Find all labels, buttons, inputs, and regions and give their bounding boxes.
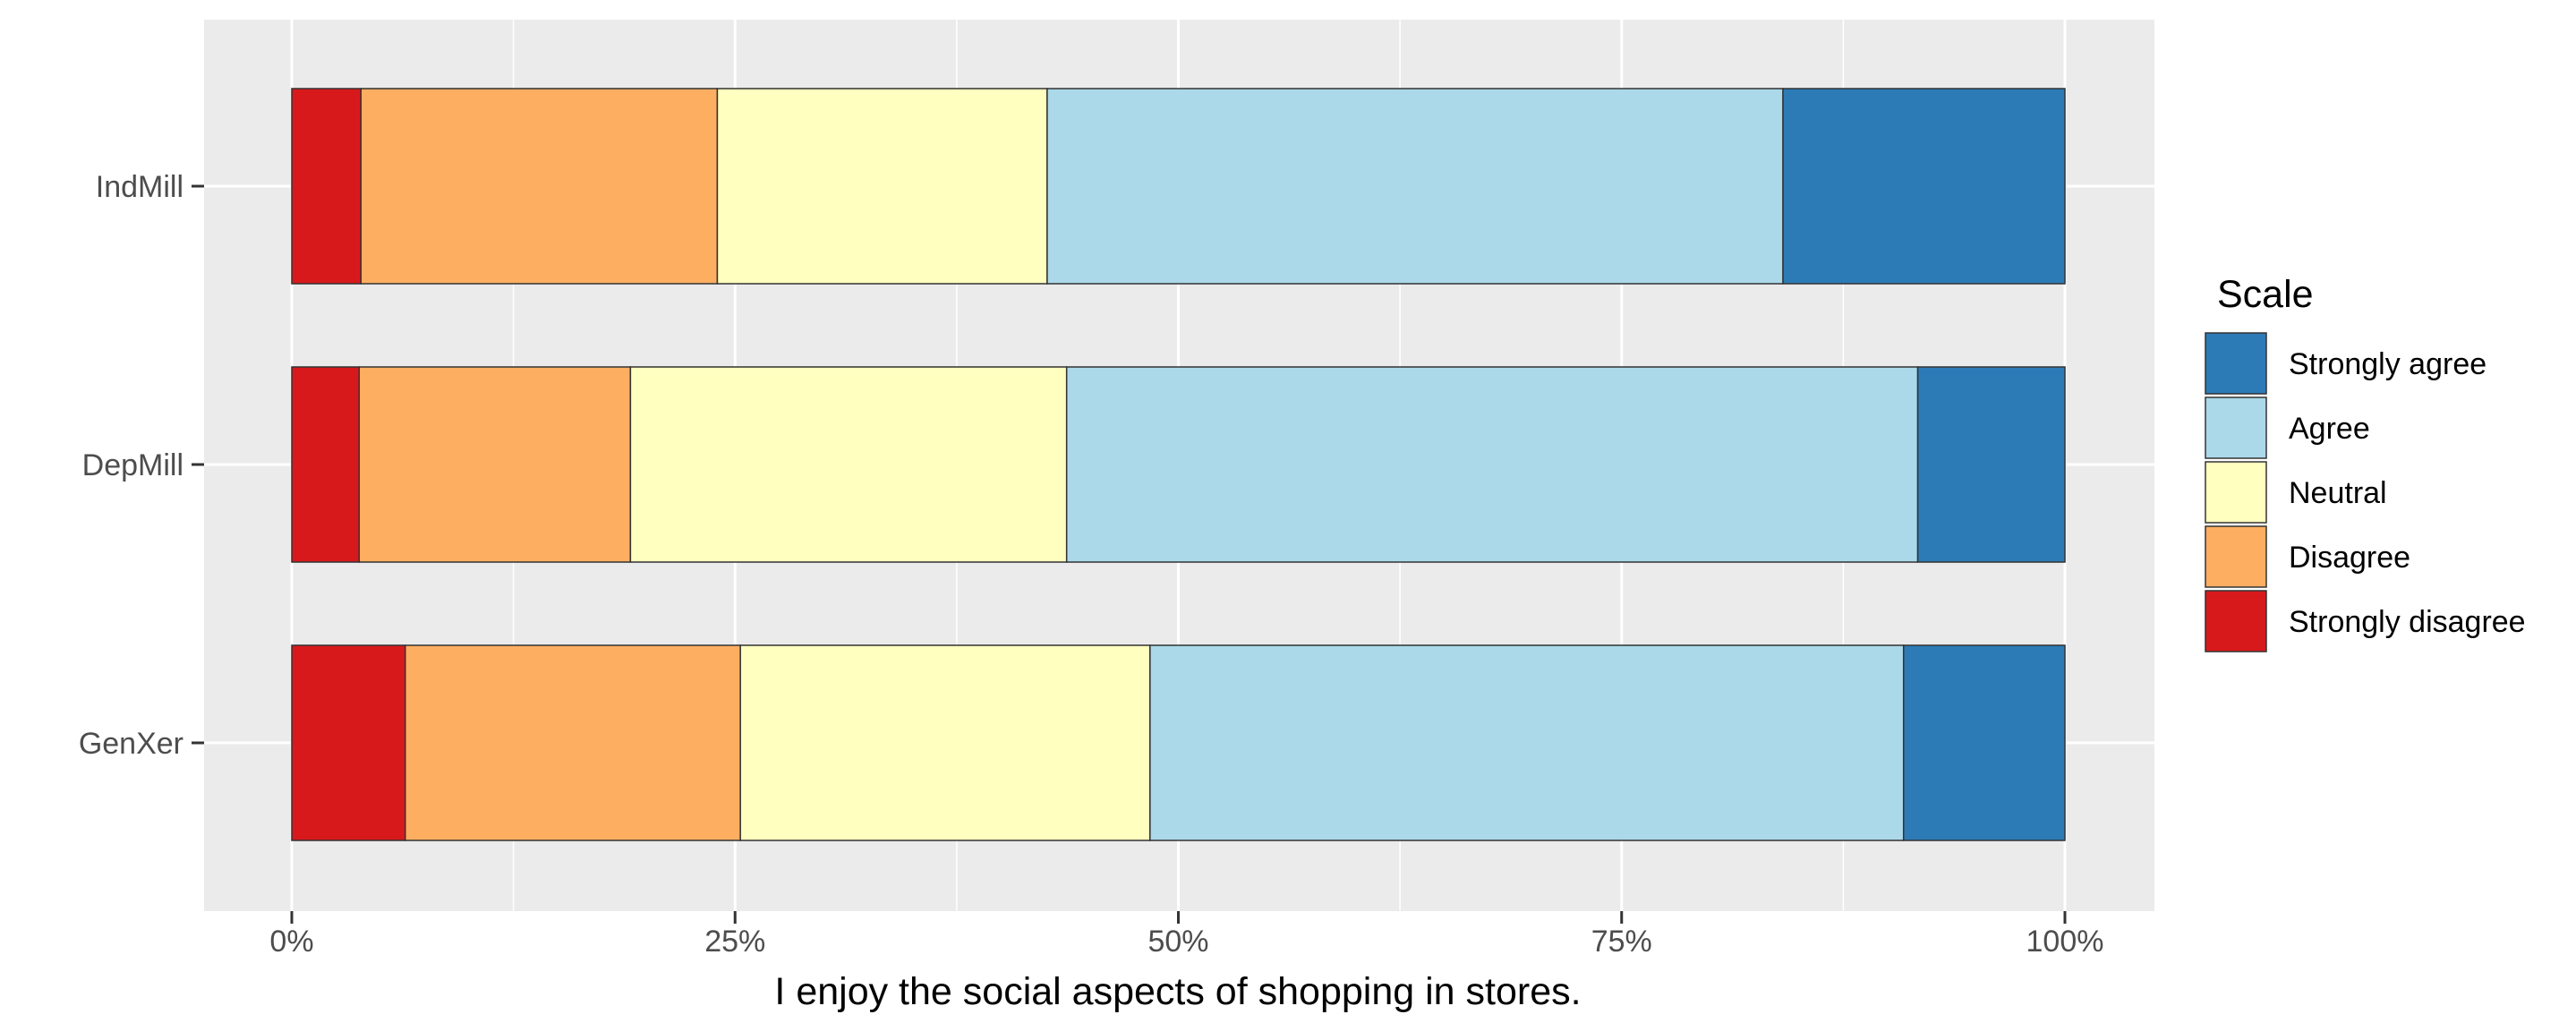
- x-axis-title: I enjoy the social aspects of shopping i…: [774, 970, 1581, 1013]
- bar-segment-agree: [1149, 644, 1905, 841]
- x-tick-label: 0%: [269, 925, 313, 959]
- legend-title: Scale: [2217, 273, 2314, 316]
- legend-label: Neutral: [2289, 476, 2387, 510]
- legend-key: [2205, 590, 2267, 652]
- bar-segment-strongly-agree: [1782, 88, 2066, 285]
- bar-segment-agree: [1046, 88, 1784, 285]
- y-axis: IndMill DepMill GenXer: [79, 170, 204, 761]
- legend-label: Strongly agree: [2289, 347, 2486, 381]
- bar-segment-neutral: [739, 644, 1151, 841]
- bar-segment-strongly-disagree: [291, 644, 406, 841]
- y-tick-label: DepMill: [82, 448, 183, 482]
- y-tick-label: IndMill: [96, 170, 183, 204]
- bar-segment-strongly-agree: [1916, 366, 2066, 563]
- legend-label: Strongly disagree: [2289, 605, 2526, 639]
- bar-segment-neutral: [629, 366, 1068, 563]
- bar-segment-disagree: [360, 88, 719, 285]
- legend-key: [2205, 525, 2267, 588]
- legend-label: Disagree: [2289, 541, 2410, 575]
- bar-segment-strongly-agree: [1902, 644, 2066, 841]
- legend-key: [2205, 396, 2267, 459]
- legend-key: [2205, 461, 2267, 524]
- x-tick-label: 50%: [1147, 925, 1208, 959]
- bar-segment-strongly-disagree: [291, 366, 361, 563]
- legend: Scale Strongly agree Agree Neutral Disagree…: [2205, 273, 2526, 652]
- x-tick-label: 75%: [1591, 925, 1652, 959]
- bar-segment-neutral: [716, 88, 1048, 285]
- bar-segment-disagree: [405, 644, 741, 841]
- legend-label: Agree: [2289, 412, 2370, 446]
- x-tick-label: 25%: [704, 925, 765, 959]
- bar-segment-strongly-disagree: [291, 88, 363, 285]
- y-tick-label: GenXer: [79, 727, 183, 761]
- legend-key: [2205, 332, 2267, 395]
- bar-segment-agree: [1065, 366, 1919, 563]
- bar-segment-disagree: [358, 366, 632, 563]
- x-axis: 0% 25% 50% 75% 100%: [269, 911, 2103, 959]
- bars: [291, 88, 2066, 841]
- x-tick-label: 100%: [2026, 925, 2104, 959]
